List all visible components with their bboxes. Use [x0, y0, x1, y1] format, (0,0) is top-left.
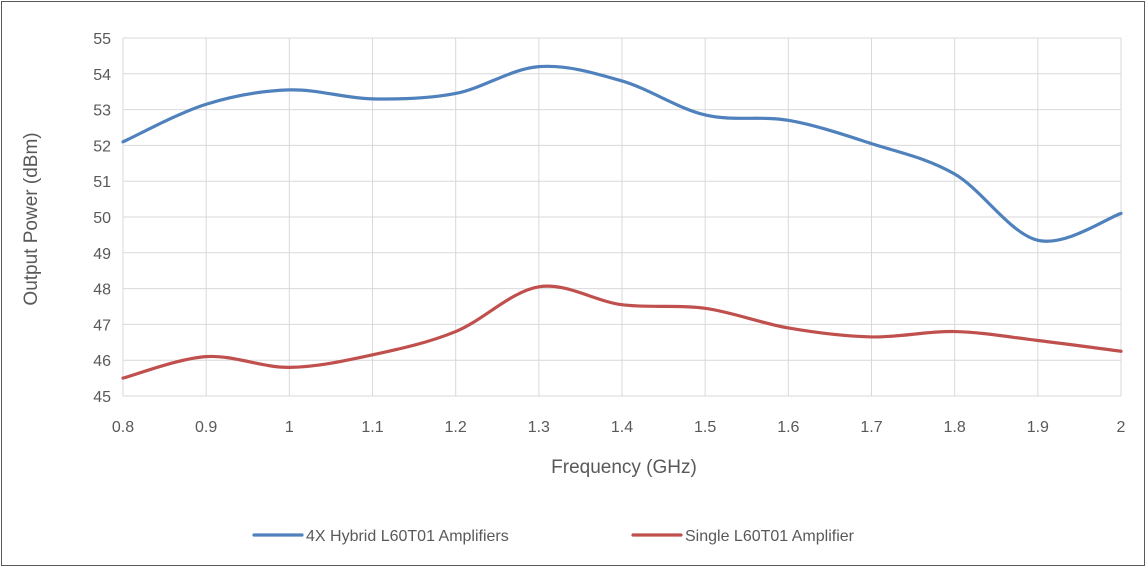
x-tick-label: 0.8 — [112, 419, 134, 436]
y-tick-label: 50 — [93, 210, 111, 227]
y-tick-label: 52 — [93, 138, 111, 155]
legend: 4X Hybrid L60T01 Amplifiers Single L60T01… — [254, 528, 855, 545]
x-tick-label: 1.2 — [445, 419, 467, 436]
legend-label-2: Single L60T01 Amplifier — [685, 528, 855, 545]
y-tick-label: 53 — [93, 103, 111, 120]
y-tick-label: 48 — [93, 282, 111, 299]
x-tick-label: 1.5 — [694, 419, 716, 436]
y-tick-label: 54 — [93, 67, 111, 84]
x-tick-label: 0.9 — [195, 419, 217, 436]
y-tick-label: 55 — [93, 31, 111, 48]
x-tick-label: 1.1 — [361, 419, 383, 436]
x-axis-ticks: 0.8 0.9 1 1.1 1.2 1.3 1.4 1.5 1.6 1.7 1.8 1.9 2 — [112, 419, 1126, 436]
x-tick-label: 1.7 — [860, 419, 882, 436]
y-tick-label: 46 — [93, 353, 111, 370]
y-tick-label: 45 — [93, 389, 111, 406]
y-tick-label: 49 — [93, 246, 111, 263]
legend-label-1: 4X Hybrid L60T01 Amplifiers — [306, 528, 509, 545]
x-tick-label: 1.6 — [777, 419, 799, 436]
x-tick-label: 2 — [1117, 419, 1126, 436]
x-tick-label: 1.4 — [611, 419, 633, 436]
x-axis-title: Frequency (GHz) — [551, 457, 697, 478]
x-tick-label: 1.3 — [528, 419, 550, 436]
x-tick-label: 1.9 — [1027, 419, 1049, 436]
y-axis-ticks: 45 46 47 48 49 50 51 52 53 54 55 — [93, 31, 111, 406]
x-tick-label: 1.8 — [944, 419, 966, 436]
y-tick-label: 51 — [93, 174, 111, 191]
x-tick-label: 1 — [285, 419, 294, 436]
y-axis-title: Output Power (dBm) — [21, 132, 42, 305]
y-tick-label: 47 — [93, 317, 111, 334]
